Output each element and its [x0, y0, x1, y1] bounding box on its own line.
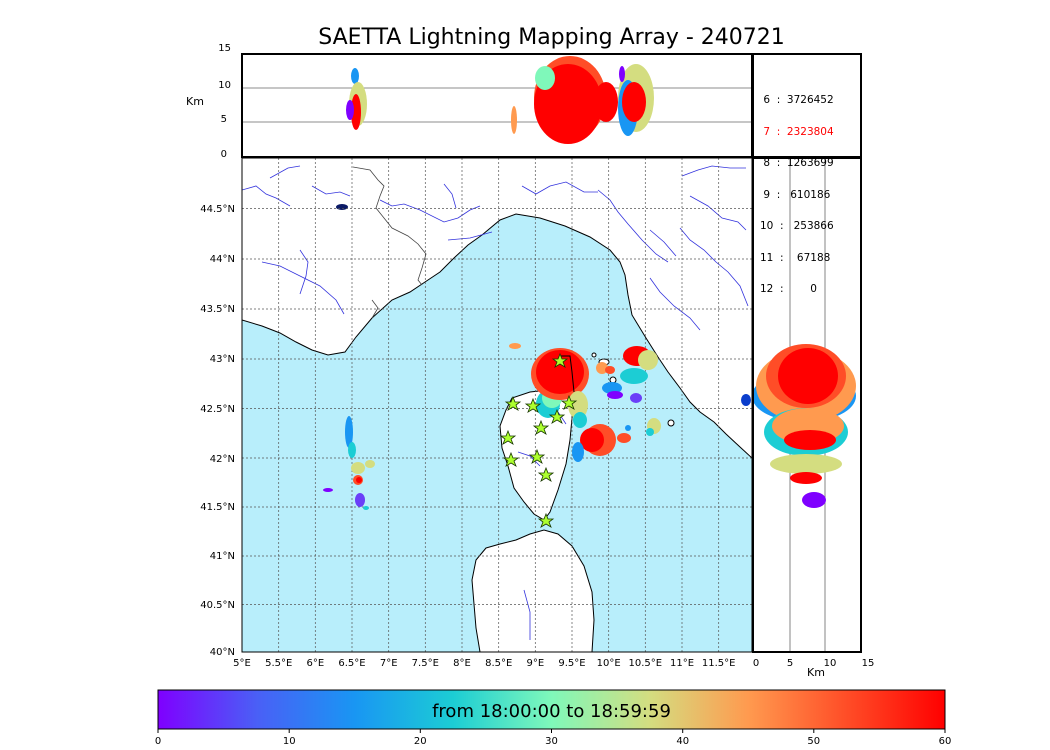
colorbar-ticks: 0 10 20 30 40 50 60: [155, 729, 952, 747]
lat-label: 40°N: [210, 647, 235, 658]
lat-label: 40.5°N: [200, 600, 235, 611]
lon-label: 9.5°E: [558, 658, 585, 669]
star-icon: [528, 448, 546, 464]
colorbar-time-range: from 18:00:00 to 18:59:59: [432, 701, 671, 722]
star-icon: [548, 408, 566, 424]
lat-label: 42.5°N: [200, 404, 235, 415]
count-row-11: 11 : 67188: [760, 251, 831, 264]
star-icon: [560, 394, 578, 410]
lon-label: 5.5°E: [265, 658, 292, 669]
lon-label: 10°E: [597, 658, 621, 669]
sardinia-island: [471, 529, 595, 652]
map-panel: [242, 158, 752, 652]
altitude-counts: 6 : 3726452 7 : 2323804 8 : 1263699 9 : …: [760, 74, 856, 305]
colorbar-tick: 0: [155, 736, 161, 747]
side-x-tick: 0: [753, 658, 759, 669]
lon-label: 11°E: [670, 658, 694, 669]
side-axis-label: Km: [807, 666, 825, 679]
colorbar-tick: 20: [414, 736, 427, 747]
lon-label: 6.5°E: [338, 658, 365, 669]
lon-label: 8.5°E: [485, 658, 512, 669]
chart-title: SAETTA Lightning Mapping Array - 240721: [318, 25, 785, 50]
lon-label: 6°E: [306, 658, 324, 669]
lon-label: 7.5°E: [412, 658, 439, 669]
lat-label: 41°N: [210, 551, 235, 562]
lat-label: 43.5°N: [200, 304, 235, 315]
count-row-6: 6 : 3726452: [760, 94, 834, 106]
star-icon: [524, 397, 542, 413]
lightning-sources: [323, 343, 661, 510]
lma-stations: [499, 352, 578, 528]
side-x-ticks: 0 5 10 15: [753, 658, 875, 669]
colorbar-tick: 10: [283, 736, 296, 747]
lon-label: 8°E: [453, 658, 471, 669]
side-x-tick: 15: [862, 658, 875, 669]
top-y-tick: 5: [221, 114, 227, 125]
count-row-7: 7 : 2323804: [760, 125, 834, 138]
lon-label: 9°E: [526, 658, 544, 669]
colorbar-tick: 60: [939, 736, 952, 747]
lat-label: 44°N: [210, 254, 235, 265]
top-y-tick: 10: [218, 80, 231, 91]
lon-label: 11.5°E: [702, 658, 736, 669]
star-icon: [502, 451, 520, 467]
lon-label: 10.5°E: [629, 658, 663, 669]
colorbar: [157, 689, 946, 730]
star-icon: [537, 466, 555, 482]
colorbar-tick: 30: [545, 736, 558, 747]
lat-labels: 44.5°N 44°N 43.5°N 43°N 42.5°N 42°N 41.5…: [200, 204, 235, 658]
rivers: [242, 165, 749, 640]
star-icon: [504, 395, 522, 411]
count-row-10: 10 : 253866: [760, 220, 834, 232]
colorbar-tick: 40: [676, 736, 689, 747]
star-icon: [551, 352, 569, 368]
star-icon: [537, 512, 555, 528]
altitude-lat-panel: [753, 158, 861, 652]
lat-label: 43°N: [210, 354, 235, 365]
star-icon: [532, 419, 550, 435]
colorbar-tick: 50: [807, 736, 820, 747]
lat-label: 42°N: [210, 454, 235, 465]
top-y-tick: 0: [221, 149, 227, 160]
lat-label: 41.5°N: [200, 502, 235, 513]
top-y-ticks: 15 10 5 0: [218, 43, 231, 160]
top-y-tick: 15: [218, 43, 231, 54]
lon-labels: 5°E 5.5°E 6°E 6.5°E 7°E 7.5°E 8°E 8.5°E …: [233, 658, 735, 669]
star-icon: [499, 429, 517, 445]
lat-label: 44.5°N: [200, 204, 235, 215]
count-row-8: 8 : 1263699: [760, 157, 834, 169]
lon-altitude-panel: [242, 54, 752, 157]
lon-label: 5°E: [233, 658, 251, 669]
lon-label: 7°E: [380, 658, 398, 669]
side-x-tick: 10: [824, 658, 837, 669]
map-gridlines: [242, 158, 752, 652]
top-axis-label: Km: [186, 95, 204, 108]
count-row-12: 12 : 0: [760, 283, 817, 295]
side-x-tick: 5: [787, 658, 793, 669]
count-row-9: 9 : 610186: [760, 188, 831, 201]
sea-area: [242, 213, 752, 652]
